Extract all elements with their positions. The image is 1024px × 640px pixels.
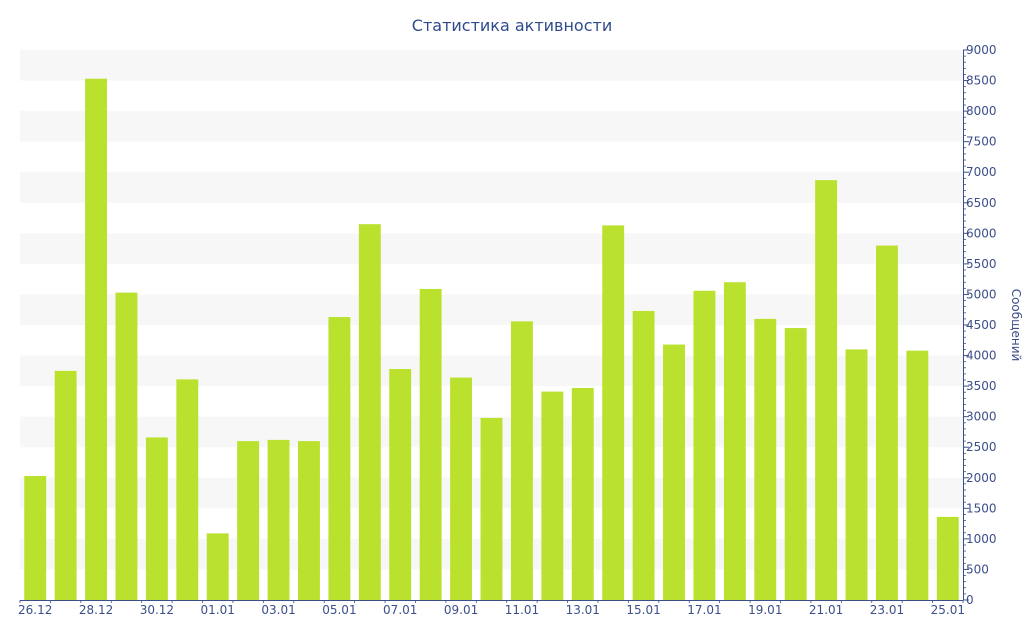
x-tick-label: 19.01 (748, 603, 782, 617)
x-tick-label: 01.01 (201, 603, 235, 617)
y-tick-label: 9000 (966, 43, 997, 57)
bar[interactable] (845, 349, 868, 600)
y-tick-label: 5000 (966, 287, 997, 301)
bar[interactable] (450, 377, 473, 600)
grid-band (20, 294, 963, 325)
x-tick-label: 30.12 (140, 603, 174, 617)
x-tick-label: 05.01 (322, 603, 356, 617)
y-tick-label: 6000 (966, 226, 997, 240)
bar[interactable] (754, 318, 777, 600)
bar[interactable] (389, 369, 412, 600)
x-tick-label: 25.01 (931, 603, 965, 617)
y-tick-label: 0 (966, 593, 974, 607)
y-axis-title: Сообщений (1009, 289, 1023, 362)
y-tick-label: 3000 (966, 410, 997, 424)
bar[interactable] (419, 288, 442, 600)
y-tick-label: 8500 (966, 74, 997, 88)
chart-title: Статистика активности (412, 16, 612, 35)
bar[interactable] (571, 387, 594, 600)
y-tick-label: 8000 (966, 104, 997, 118)
bar[interactable] (480, 417, 503, 600)
y-tick-label: 6500 (966, 196, 997, 210)
axes: 0 500 1000 1500 2000 2500 3000 3500 4000 4500 5000… (18, 43, 997, 617)
y-tick-label: 1500 (966, 501, 997, 515)
bar[interactable] (602, 225, 625, 600)
y-tick-label: 7000 (966, 165, 997, 179)
bar[interactable] (54, 370, 77, 600)
x-tick-label: 07.01 (383, 603, 417, 617)
grid-band (20, 172, 963, 203)
bar[interactable] (663, 344, 685, 600)
y-tick-label: 4000 (966, 349, 997, 363)
bar[interactable] (876, 245, 898, 600)
y-tick-label: 4500 (966, 318, 997, 332)
bar[interactable] (541, 391, 564, 600)
bar[interactable] (632, 310, 655, 600)
bar[interactable] (723, 282, 746, 600)
y-tick-label: 500 (966, 562, 989, 576)
bar[interactable] (328, 317, 351, 600)
x-tick-label: 28.12 (79, 603, 113, 617)
y-tick-label: 3500 (966, 379, 997, 393)
bar[interactable] (815, 180, 838, 601)
y-tick-label: 5500 (966, 257, 997, 271)
x-tick-label: 23.01 (870, 603, 904, 617)
grid-band (20, 233, 963, 264)
y-tick-label: 1000 (966, 532, 997, 546)
y-tick-label: 7500 (966, 135, 997, 149)
x-tick-label: 13.01 (566, 603, 600, 617)
bar[interactable] (298, 441, 320, 600)
bar[interactable] (358, 224, 381, 601)
bar[interactable] (176, 379, 199, 600)
x-tick-label: 21.01 (809, 603, 843, 617)
bar[interactable] (693, 290, 716, 600)
grid-band (20, 111, 963, 142)
bar[interactable] (237, 441, 260, 600)
y-tick-label: 2500 (966, 440, 997, 454)
bar[interactable] (784, 328, 807, 600)
bar[interactable] (145, 437, 168, 600)
bar[interactable] (206, 533, 229, 600)
bar[interactable] (267, 439, 290, 600)
bar[interactable] (85, 78, 107, 601)
bar[interactable] (24, 475, 47, 600)
x-tick-label: 03.01 (261, 603, 295, 617)
bar[interactable] (115, 292, 138, 600)
x-tick-label: 09.01 (444, 603, 478, 617)
x-tick-label: 11.01 (505, 603, 539, 617)
bar[interactable] (906, 350, 929, 600)
grid-band (20, 50, 963, 81)
bar[interactable] (936, 516, 959, 600)
x-tick-label: 17.01 (687, 603, 721, 617)
bar[interactable] (510, 321, 533, 600)
x-tick-label: 15.01 (626, 603, 660, 617)
bar-series (24, 78, 959, 601)
x-tick-label: 26.12 (18, 603, 52, 617)
y-tick-label: 2000 (966, 471, 997, 485)
